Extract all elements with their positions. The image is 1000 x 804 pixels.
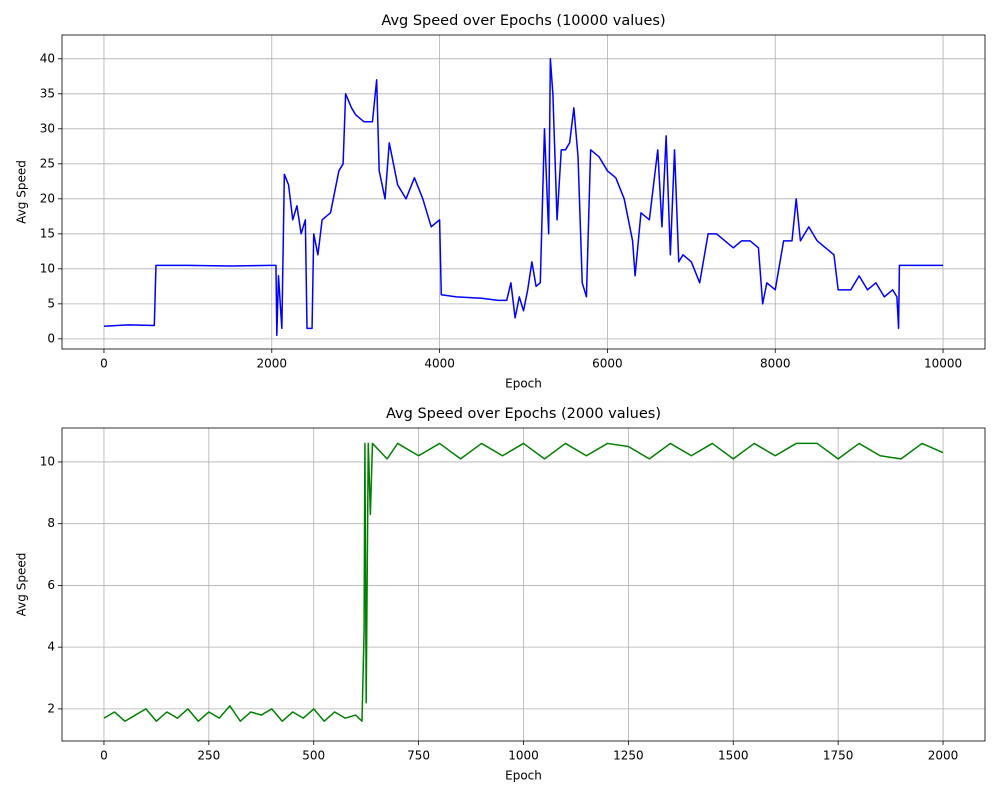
x-tick-label: 6000 bbox=[592, 357, 623, 371]
x-tick-label: 2000 bbox=[256, 357, 287, 371]
x-tick-label: 8000 bbox=[760, 357, 791, 371]
chart-title: Avg Speed over Epochs (2000 values) bbox=[386, 406, 661, 422]
y-tick-label: 6 bbox=[47, 578, 55, 592]
x-tick-label: 1250 bbox=[613, 749, 644, 763]
y-tick-label: 25 bbox=[40, 156, 55, 170]
y-axis-label: Avg Speed bbox=[15, 553, 29, 617]
x-tick-label: 750 bbox=[407, 749, 430, 763]
y-tick-label: 40 bbox=[40, 51, 55, 65]
x-tick-label: 500 bbox=[302, 749, 325, 763]
x-tick-label: 0 bbox=[100, 749, 108, 763]
chart-title: Avg Speed over Epochs (10000 values) bbox=[381, 13, 665, 29]
axes-frame bbox=[61, 427, 986, 742]
x-axis-label: Epoch bbox=[505, 377, 542, 391]
x-tick-label: 1500 bbox=[718, 749, 749, 763]
data-line bbox=[103, 442, 944, 722]
x-tick-label: 250 bbox=[197, 749, 220, 763]
x-tick-label: 4000 bbox=[424, 357, 455, 371]
y-tick-label: 0 bbox=[47, 331, 55, 345]
y-axis-label: Avg Speed bbox=[15, 160, 29, 224]
data-line bbox=[103, 58, 944, 337]
y-tick-label: 8 bbox=[47, 516, 55, 530]
x-axis-label: Epoch bbox=[505, 769, 542, 783]
y-tick-label: 20 bbox=[40, 191, 55, 205]
y-tick-label: 30 bbox=[40, 121, 55, 135]
x-tick-label: 1750 bbox=[823, 749, 854, 763]
x-tick-label: 10000 bbox=[924, 357, 962, 371]
x-tick-label: 0 bbox=[100, 357, 108, 371]
y-tick-label: 35 bbox=[40, 86, 55, 100]
y-tick-label: 4 bbox=[47, 640, 55, 654]
axes-frame bbox=[61, 34, 986, 350]
y-tick-label: 2 bbox=[47, 701, 55, 715]
y-tick-label: 15 bbox=[40, 226, 55, 240]
y-tick-label: 5 bbox=[47, 296, 55, 310]
x-tick-label: 2000 bbox=[928, 749, 959, 763]
y-tick-label: 10 bbox=[40, 261, 55, 275]
y-tick-label: 10 bbox=[40, 454, 55, 468]
x-tick-label: 1000 bbox=[508, 749, 539, 763]
